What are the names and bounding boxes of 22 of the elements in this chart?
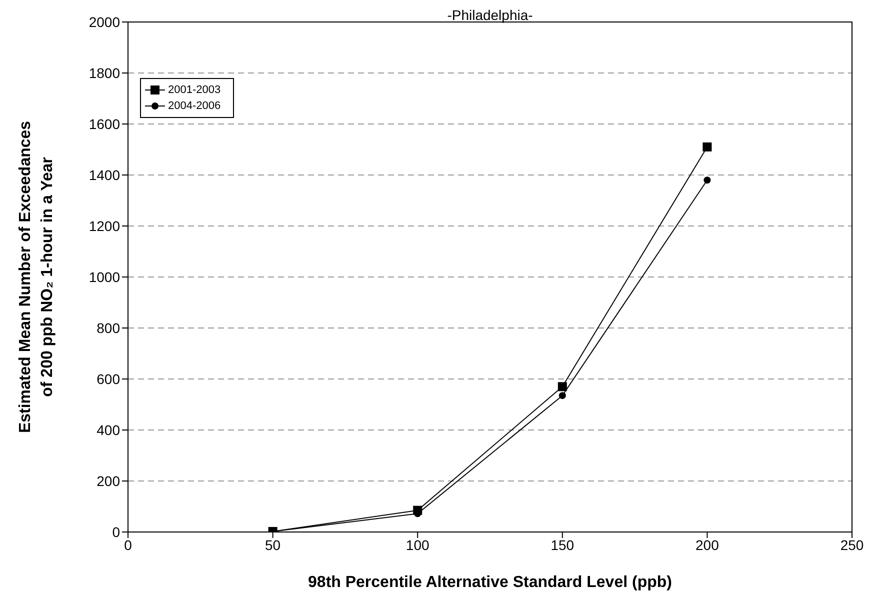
x-tick-label: 100 bbox=[406, 536, 430, 553]
y-tick-label: 1800 bbox=[88, 64, 120, 81]
legend-label: 2004-2006 bbox=[168, 99, 221, 114]
y-tick-label: 400 bbox=[96, 422, 120, 438]
x-tick-label: 200 bbox=[696, 536, 720, 553]
x-tick-label: 250 bbox=[840, 536, 864, 553]
y-tick-label: 1200 bbox=[88, 218, 120, 234]
x-tick-label: 0 bbox=[124, 536, 132, 553]
chart-title: -Philadelphia- bbox=[447, 7, 534, 23]
y-tick-label: 800 bbox=[96, 320, 120, 336]
x-axis-title: 98th Percentile Alternative Standard Level (ppb) bbox=[308, 574, 672, 591]
y-axis-title: Estimated Mean Number of Exceedances of 200 ppb NO₂ 1-hour in a Year bbox=[17, 120, 56, 434]
legend-label: 2001-2003 bbox=[168, 83, 221, 98]
y-tick-label: 0 bbox=[112, 524, 120, 540]
y-tick-label: 1000 bbox=[88, 268, 120, 285]
y-tick-label: 200 bbox=[96, 472, 120, 489]
y-tick-label: 2000 bbox=[88, 14, 120, 30]
y-tick-label: 1600 bbox=[88, 116, 120, 132]
y-tick-label: 1400 bbox=[88, 166, 120, 183]
x-tick-label: 150 bbox=[550, 536, 574, 553]
y-tick-label: 600 bbox=[96, 370, 120, 387]
x-tick-label: 50 bbox=[265, 536, 281, 553]
